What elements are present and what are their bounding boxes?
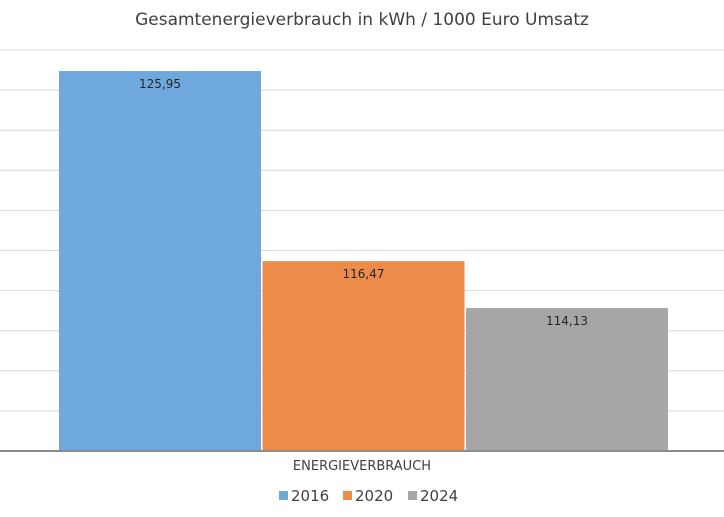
bar-2020 <box>262 261 465 451</box>
x-axis-label: ENERGIEVERBRAUCH <box>293 459 431 474</box>
data-label-2020: 116,47 <box>343 267 385 281</box>
legend-label-2024: 2024 <box>420 487 458 505</box>
data-labels: 125,95 116,47 114,13 <box>139 77 588 328</box>
legend: 2016 2020 2024 <box>279 487 458 505</box>
bar-2016 <box>59 71 261 452</box>
legend-label-2016: 2016 <box>291 487 329 505</box>
legend-label-2020: 2020 <box>355 487 393 505</box>
bar-2024 <box>466 308 668 451</box>
legend-swatch-2020 <box>343 491 352 500</box>
data-label-2024: 114,13 <box>546 314 588 328</box>
chart-title: Gesamtenergieverbrauch in kWh / 1000 Eur… <box>135 10 589 30</box>
legend-swatch-2024 <box>408 491 417 500</box>
legend-swatch-2016 <box>279 491 288 500</box>
bars <box>59 71 668 452</box>
data-label-2016: 125,95 <box>139 77 181 91</box>
